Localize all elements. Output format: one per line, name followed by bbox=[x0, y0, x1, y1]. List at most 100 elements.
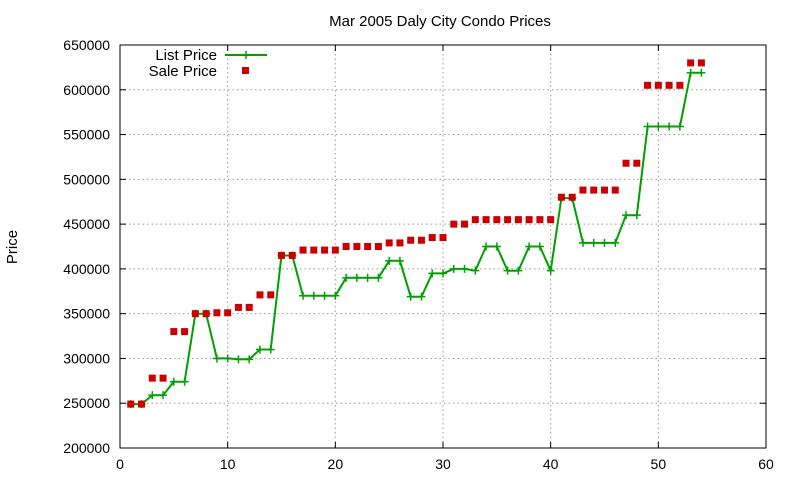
point-sale-price bbox=[417, 236, 425, 244]
point-sale-price bbox=[299, 246, 307, 254]
y-tick-label: 550000 bbox=[63, 127, 110, 143]
y-tick-label: 450000 bbox=[63, 216, 110, 232]
axes: 200000 250000 300000 350000 400000 450000 5000… bbox=[63, 37, 774, 472]
point-sale-price bbox=[191, 310, 199, 318]
point-sale-price bbox=[525, 216, 533, 224]
point-sale-price bbox=[127, 400, 135, 408]
point-list-price bbox=[654, 122, 663, 131]
grid bbox=[120, 45, 766, 448]
point-sale-price bbox=[514, 216, 522, 224]
point-sale-price bbox=[224, 309, 232, 317]
x-tick-label: 60 bbox=[758, 456, 774, 472]
legend-swatch-sale-price bbox=[242, 67, 249, 74]
point-list-price bbox=[352, 273, 361, 282]
point-list-price bbox=[622, 211, 631, 220]
point-list-price bbox=[514, 266, 523, 275]
point-list-price bbox=[223, 354, 232, 363]
point-list-price bbox=[309, 291, 318, 300]
point-sale-price bbox=[170, 328, 178, 336]
point-sale-price bbox=[321, 246, 329, 254]
x-tick-label: 0 bbox=[116, 456, 124, 472]
point-sale-price bbox=[644, 81, 652, 89]
point-sale-price bbox=[267, 291, 275, 299]
point-list-price bbox=[169, 377, 178, 386]
point-sale-price bbox=[310, 246, 318, 254]
point-list-price bbox=[482, 242, 491, 251]
y-tick-label: 650000 bbox=[63, 37, 110, 53]
point-sale-price bbox=[396, 239, 404, 247]
point-sale-price bbox=[148, 374, 156, 382]
point-sale-price bbox=[579, 186, 587, 194]
point-list-price bbox=[159, 391, 168, 400]
y-axis-label: Price bbox=[4, 230, 21, 264]
y-tick-label: 350000 bbox=[63, 306, 110, 322]
y-tick-label: 300000 bbox=[63, 350, 110, 366]
x-tick-label: 50 bbox=[651, 456, 667, 472]
point-sale-price bbox=[676, 81, 684, 89]
point-sale-price bbox=[213, 309, 221, 317]
point-sale-price bbox=[601, 186, 608, 194]
point-list-price bbox=[471, 266, 480, 275]
x-tick-label: 20 bbox=[328, 456, 344, 472]
point-list-price bbox=[460, 264, 469, 273]
point-sale-price bbox=[493, 216, 501, 224]
point-sale-price bbox=[278, 251, 285, 259]
point-sale-price bbox=[557, 193, 565, 201]
point-list-price bbox=[503, 266, 512, 275]
point-list-price bbox=[675, 122, 684, 131]
point-sale-price bbox=[633, 159, 641, 167]
point-list-price bbox=[363, 273, 372, 282]
series-line-list-price bbox=[130, 71, 702, 406]
point-sale-price bbox=[568, 193, 576, 201]
point-sale-price bbox=[611, 186, 619, 194]
point-sale-price bbox=[374, 243, 382, 250]
y-tick-label: 400000 bbox=[63, 261, 110, 277]
point-list-price bbox=[331, 291, 340, 300]
point-sale-price bbox=[364, 243, 372, 250]
point-list-price bbox=[234, 355, 243, 364]
point-list-price bbox=[525, 242, 534, 251]
point-list-price bbox=[406, 292, 415, 301]
point-sale-price bbox=[504, 216, 512, 224]
point-list-price bbox=[148, 391, 157, 400]
point-sale-price bbox=[461, 220, 469, 228]
plot-frame bbox=[119, 44, 767, 449]
x-tick-label: 10 bbox=[220, 456, 236, 472]
x-tick-label: 30 bbox=[435, 456, 451, 472]
point-sale-price bbox=[202, 310, 210, 318]
point-sale-price bbox=[547, 216, 555, 224]
point-sale-price bbox=[428, 234, 436, 242]
point-sale-price bbox=[590, 186, 598, 194]
point-list-price bbox=[417, 292, 426, 301]
point-list-price bbox=[535, 242, 544, 251]
point-list-price bbox=[428, 269, 437, 278]
legend: List Price Sale Price bbox=[149, 47, 267, 80]
chart-title: Mar 2005 Daly City Condo Prices bbox=[329, 13, 551, 30]
point-sale-price bbox=[245, 303, 253, 311]
point-list-price bbox=[686, 68, 695, 77]
point-list-price bbox=[439, 269, 447, 278]
point-sale-price bbox=[687, 59, 695, 67]
point-list-price bbox=[342, 273, 351, 282]
point-list-price bbox=[212, 354, 221, 363]
x-tick-label: 40 bbox=[543, 456, 559, 472]
point-sale-price bbox=[138, 400, 146, 408]
y-tick-label: 200000 bbox=[63, 440, 110, 456]
point-list-price bbox=[255, 345, 264, 354]
point-list-price bbox=[492, 242, 501, 251]
point-list-price bbox=[180, 377, 189, 386]
legend-label-sale-price: Sale Price bbox=[149, 63, 217, 80]
point-sale-price bbox=[697, 59, 705, 67]
point-list-price bbox=[245, 355, 254, 364]
point-sale-price bbox=[665, 81, 673, 89]
point-sale-price bbox=[331, 246, 339, 254]
point-sale-price bbox=[622, 159, 630, 167]
point-sale-price bbox=[256, 291, 264, 299]
point-sale-price bbox=[385, 239, 393, 247]
point-sale-price bbox=[234, 303, 242, 311]
point-list-price bbox=[697, 68, 706, 77]
point-list-price bbox=[266, 345, 275, 354]
y-tick-label: 250000 bbox=[63, 395, 110, 411]
point-sale-price bbox=[439, 234, 447, 242]
point-list-price bbox=[546, 266, 555, 275]
